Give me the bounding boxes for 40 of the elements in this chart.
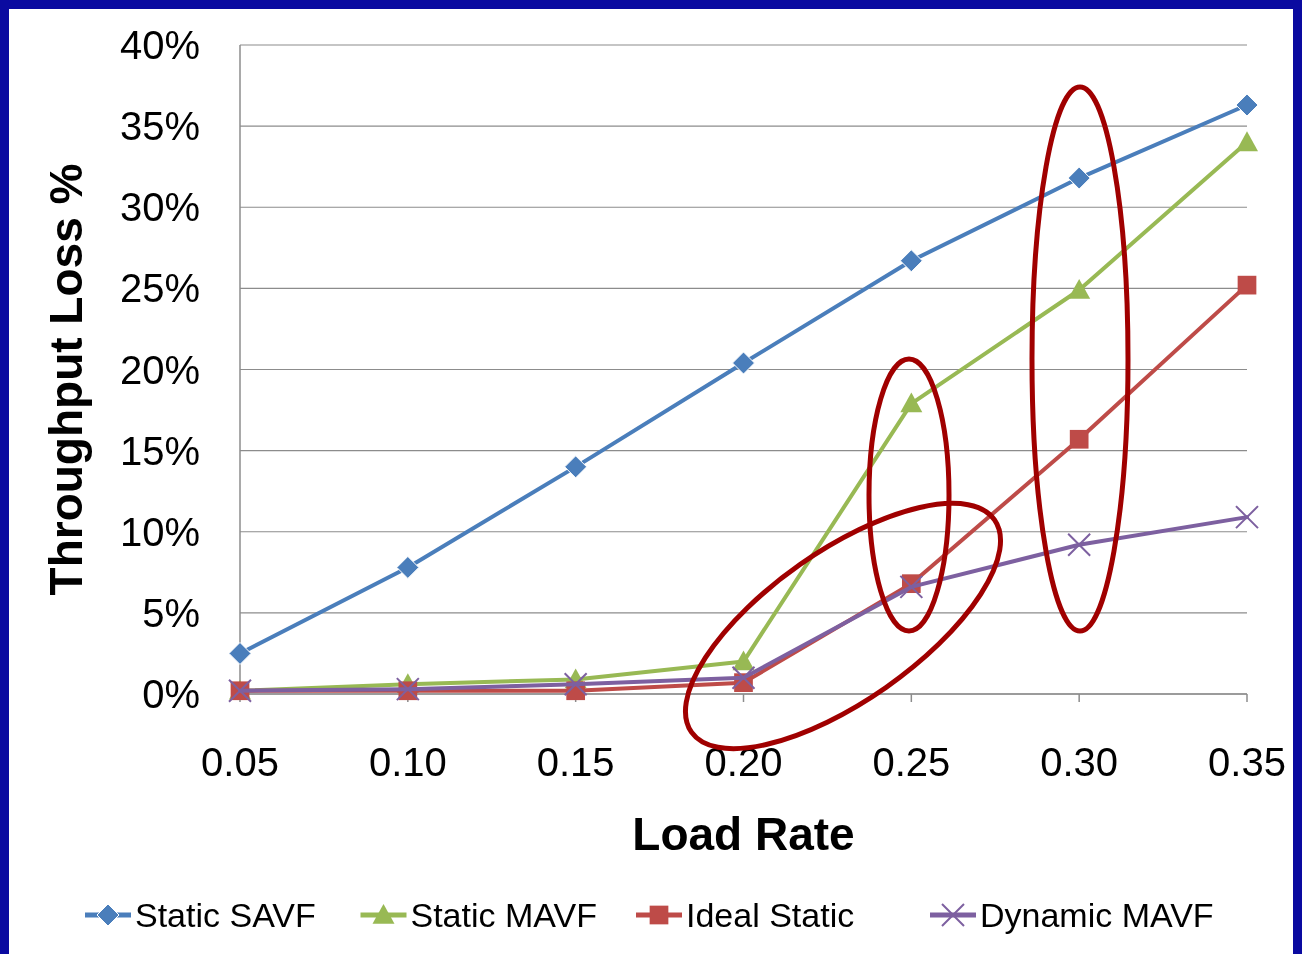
point [1067,166,1091,190]
point [899,574,924,599]
x-tick-label: 0.25 [872,740,951,784]
x-tick-label: 0.35 [1208,740,1286,784]
point [900,392,923,413]
y-tick-label: 5% [142,590,200,635]
point [1237,275,1257,295]
y-tick-label: 10% [119,509,200,554]
point [1235,505,1259,530]
x-tick-label: 0.30 [1040,740,1119,784]
y-tick-label: 20% [119,347,200,392]
point [731,665,756,690]
y-tick-label: 30% [119,185,200,230]
point [1069,429,1089,449]
point [1067,532,1092,557]
point [732,351,755,375]
y-tick-label: 0% [142,672,200,716]
x-axis-title: Load Rate [632,808,855,860]
point [563,672,588,697]
point [1235,93,1259,117]
y-tick-label: 40% [119,23,200,67]
point [1236,131,1258,152]
y-axis-title: Throughput Loss % [40,163,92,596]
point [396,555,420,579]
x-tick-label: 0.05 [201,740,279,784]
y-tick-label: 35% [119,104,200,149]
x-tick-label: 0.10 [368,740,447,784]
legend-label: Dynamic MAVF [980,895,1214,934]
legend-label: Static MAVF [410,895,597,934]
y-tick-label: 15% [119,428,200,473]
point [732,650,755,671]
x-tick-label: 0.20 [704,740,783,784]
y-tick-label: 25% [119,266,200,311]
legend-label: Ideal Static [686,895,855,934]
legend-label: Static SAVF [135,895,316,934]
point [1068,279,1091,299]
x-tick-label: 0.15 [536,740,615,784]
point [899,249,923,273]
point [228,641,252,665]
point [564,455,588,479]
